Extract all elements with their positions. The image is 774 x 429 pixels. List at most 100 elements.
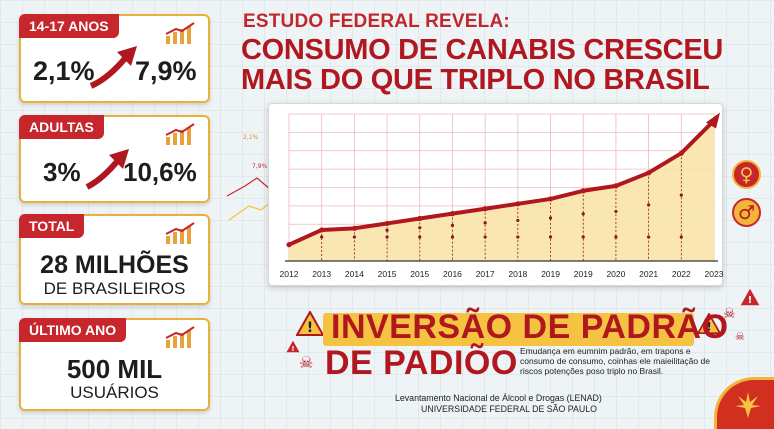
marker-dot <box>418 226 422 230</box>
stat-to: 10,6% <box>123 157 197 187</box>
marker-dot <box>548 235 553 239</box>
marker-dot <box>647 235 651 239</box>
side-label-b: 7,9% <box>252 163 268 170</box>
x-tick-label: 2012 <box>280 269 299 279</box>
area-fill <box>289 120 714 262</box>
banner-description: Emudança em eumnim padrão, em trapons e … <box>520 346 710 376</box>
stat-card-adults: ADULTAS 3% 10,6% <box>19 115 210 203</box>
banner-subtitle: DE PADIÕO <box>325 344 518 382</box>
stat-caption: USUÁRIOS <box>70 383 159 402</box>
skull-icon: ☠ <box>723 306 736 322</box>
x-tick-label: 2014 <box>345 269 364 279</box>
x-tick-label: 2019 <box>541 269 560 279</box>
stat-card-last-year: ÚLTIMO ANO 500 MIL USUÁRIOS <box>19 318 210 411</box>
x-tick-label: 2023 <box>705 269 724 279</box>
growth-arrow-icon <box>85 149 129 190</box>
growth-arrow-icon <box>89 46 137 89</box>
card-tag: 14-17 ANOS <box>19 14 119 38</box>
data-point <box>678 150 684 156</box>
headline-line-2: MAIS DO QUE TRIPLO NO BRASIL <box>241 64 710 96</box>
x-tick-label: 2022 <box>672 269 691 279</box>
growth-area-chart: 2012 2013 2014 2015 2015 2016 2017 2018 2019 2019… <box>280 112 724 279</box>
marker-dot <box>352 235 356 239</box>
x-tick-label: 2021 <box>639 269 658 279</box>
stat-caption: DE BRASILEIROS <box>43 279 186 298</box>
data-point <box>286 242 292 248</box>
stat-card-total: TOTAL 28 MILHÕES DE BRASILEIROS <box>19 214 210 305</box>
headline-line-1: CONSUMO DE CANABIS CRESCEU <box>241 34 724 66</box>
data-point <box>515 201 521 207</box>
data-point <box>547 196 554 202</box>
side-label-a: 2,1% <box>243 134 259 141</box>
source-line-1: Levantamento Nacional de Álcool e Drogas… <box>395 393 602 403</box>
stat-from: 3% <box>43 157 81 187</box>
side-sparkline <box>226 177 272 221</box>
svg-text:!: ! <box>748 295 753 306</box>
marker-dot <box>614 209 618 214</box>
x-tick-label: 2019 <box>574 269 593 279</box>
cannabis-leaf-icon <box>735 392 761 418</box>
data-point <box>384 220 390 227</box>
warning-icon: ! <box>286 340 300 353</box>
marker-dot <box>450 235 455 239</box>
stat-value: 28 MILHÕES <box>40 251 189 279</box>
skull-icon: ☠ <box>299 353 314 372</box>
data-point <box>417 215 423 222</box>
marker-dot <box>516 235 520 239</box>
mini-bar-chart-icon <box>165 326 195 348</box>
arrow-head <box>706 112 720 129</box>
data-point <box>319 227 325 233</box>
marker-dot <box>450 223 455 227</box>
marker-dot <box>385 235 389 239</box>
svg-text:!: ! <box>307 320 313 336</box>
stat-to: 7,9% <box>135 56 197 86</box>
marker-dot <box>320 235 324 239</box>
marker-dot <box>679 235 683 239</box>
warning-icon: ! <box>296 311 324 336</box>
source-credit: Levantamento Nacional de Álcool e Drogas… <box>395 393 602 415</box>
card-tag: TOTAL <box>19 214 85 238</box>
banner-background <box>323 313 694 346</box>
warning-icon: ! <box>697 313 721 334</box>
marker-dot <box>581 212 585 216</box>
marker-dot <box>647 203 651 207</box>
x-tick-label: 2013 <box>312 269 331 279</box>
marker-dot <box>516 218 520 223</box>
data-point <box>449 211 456 217</box>
data-point <box>646 170 652 176</box>
card-tag: ÚLTIMO ANO <box>19 318 127 342</box>
skull-icon: ☠ <box>735 330 745 343</box>
card-tag: ADULTAS <box>19 115 104 139</box>
female-symbol-icon: ♀ <box>732 160 761 189</box>
x-tick-label: 2020 <box>606 269 625 279</box>
warning-icon: ! <box>740 288 760 306</box>
marker-dot <box>483 235 487 239</box>
male-symbol-icon: ♂ <box>732 198 761 227</box>
mini-bar-chart-icon <box>165 222 195 244</box>
mini-bar-chart-icon <box>165 123 195 145</box>
x-tick-label: 2015 <box>378 269 397 279</box>
kicker-title: ESTUDO FEDERAL REVELA: <box>243 11 510 32</box>
data-point <box>580 188 586 194</box>
marker-dot <box>679 193 683 197</box>
x-tick-label: 2017 <box>476 269 495 279</box>
data-point <box>482 206 488 212</box>
marker-dot <box>483 221 487 225</box>
marker-dot <box>385 228 389 232</box>
marker-dot <box>614 235 618 239</box>
data-point <box>613 183 619 189</box>
marker-dot <box>548 216 553 220</box>
stat-value: 500 MIL <box>66 354 163 384</box>
svg-text:!: ! <box>706 320 711 334</box>
mini-bar-chart-icon <box>165 22 195 44</box>
series-line <box>288 119 716 247</box>
data-point <box>351 225 357 231</box>
x-tick-label: 2016 <box>443 269 462 279</box>
x-tick-label: 2018 <box>508 269 527 279</box>
svg-text:!: ! <box>291 345 294 353</box>
marker-dot <box>581 235 585 239</box>
banner-title: INVERSÃO DE PADRÃO <box>331 308 729 346</box>
stat-card-teens: 14-17 ANOS 2,1% 7,9% <box>19 14 210 103</box>
chart-panel: 2012 2013 2014 2015 2015 2016 2017 2018 2019 2019… <box>268 103 724 286</box>
marker-dot <box>418 235 422 239</box>
